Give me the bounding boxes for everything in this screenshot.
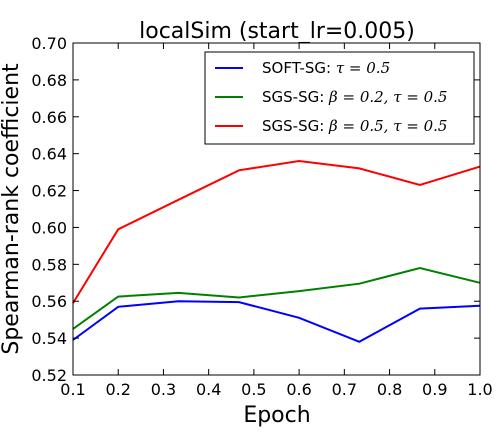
x-tick-label: 0.1 [60,380,85,399]
series-line-1 [72,300,481,343]
x-tick-label: 0.6 [286,380,311,399]
legend-entry-math: τ = 0.5 [331,59,390,77]
legend-entry-3: SGS-SG: β = 0.5, τ = 0.5 [262,117,447,135]
y-tick-label: 0.60 [31,218,67,237]
legend-box [204,51,475,145]
chart-title: localSim (start_lr=0.005) [139,19,415,44]
y-tick-label: 0.70 [31,34,67,53]
y-tick-label: 0.58 [31,255,67,274]
y-axis-label: Spearman-rank coefficient [0,63,24,355]
x-tick-label: 0.3 [151,380,176,399]
x-tick-label: 0.2 [105,380,130,399]
plot-frame [72,42,481,376]
legend-entry-math: β = 0.5, τ = 0.5 [324,117,447,135]
y-tick-label: 0.54 [31,329,67,348]
y-tick-label: 0.68 [31,71,67,90]
x-tick-label: 1.0 [467,380,492,399]
x-tick-label: 0.9 [422,380,447,399]
x-tick-label: 0.5 [241,380,266,399]
y-tick-label: 0.66 [31,108,67,127]
legend-entry-prefix: SGS-SG: [262,88,324,106]
x-tick-label: 0.4 [196,380,221,399]
legend-entry-prefix: SOFT-SG: [262,59,331,77]
y-tick-label: 0.56 [31,292,67,311]
x-tick-label: 0.7 [332,380,357,399]
series-line-3 [72,159,481,304]
y-tick-label: 0.62 [31,182,67,201]
series-line-2 [72,266,481,330]
legend: SOFT-SG: τ = 0.5 SGS-SG: β = 0.2, τ = 0.5… [204,51,475,145]
x-axis-label: Epoch [243,403,310,428]
legend-entry-1: SOFT-SG: τ = 0.5 [262,59,390,77]
legend-entry-math: β = 0.2, τ = 0.5 [324,88,447,106]
x-tick-label: 0.8 [377,380,402,399]
legend-entry-2: SGS-SG: β = 0.2, τ = 0.5 [262,88,447,106]
legend-entry-prefix: SGS-SG: [262,117,324,135]
series-layer [72,159,481,343]
y-tick-label: 0.64 [31,145,67,164]
ticks-layer: 0.1 0.2 0.3 0.4 0.5 0.6 0.7 0.8 0.9 1.0 0.52 0.54 0.… [31,34,492,399]
y-tick-label: 0.52 [31,366,67,385]
